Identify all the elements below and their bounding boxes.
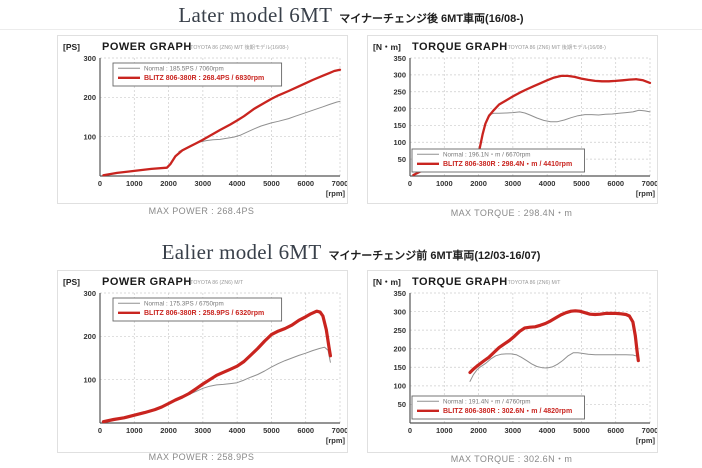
svg-text:5000: 5000 <box>263 179 280 188</box>
max-torque-caption-earlier: MAX TORQUE : 302.6N・m <box>450 454 573 464</box>
svg-text:200: 200 <box>83 332 96 341</box>
svg-text:3000: 3000 <box>195 179 212 188</box>
svg-text:7000: 7000 <box>642 179 657 188</box>
svg-text:7000: 7000 <box>332 426 347 435</box>
svg-text:150: 150 <box>393 363 406 372</box>
svg-text:0: 0 <box>408 179 412 188</box>
chart-canvas: 0 1000 2000 3000 4000 5000 6000 7000[rpm] 50 100 1… <box>373 276 658 445</box>
torque-graph-later-panel: 0 1000 2000 3000 4000 5000 6000 7000 [rpm] 50 100 1… <box>367 35 658 204</box>
svg-text:200: 200 <box>393 104 406 113</box>
svg-text:POWER GRAPH: POWER GRAPH <box>102 276 192 288</box>
svg-text:300: 300 <box>393 307 406 316</box>
svg-text:Normal : 175.3PS / 6750rpm: Normal : 175.3PS / 6750rpm <box>144 301 224 308</box>
svg-text:250: 250 <box>393 326 406 335</box>
svg-text:TOYOTA 86 (ZN6) M/T 後期モデル(16/0: TOYOTA 86 (ZN6) M/T 後期モデル(16/08-) <box>508 43 607 51</box>
svg-text:TOYOTA 86 (ZN6) M/T: TOYOTA 86 (ZN6) M/T <box>190 280 244 286</box>
svg-text:3000: 3000 <box>505 179 522 188</box>
svg-text:BLITZ 806-380R : 258.9PS / 632: BLITZ 806-380R : 258.9PS / 6320rpm <box>144 310 264 317</box>
svg-text:100: 100 <box>83 132 96 141</box>
section-title-later-en: Later model 6MT <box>178 3 333 27</box>
svg-text:0: 0 <box>98 179 102 188</box>
svg-text:0: 0 <box>408 426 412 435</box>
svg-text:[rpm]: [rpm] <box>326 436 346 445</box>
torque-graph-earlier-panel: 0 1000 2000 3000 4000 5000 6000 7000 [rpm] 50 100 1… <box>367 270 658 453</box>
svg-text:BLITZ 806-380R : 268.4PS / 683: BLITZ 806-380R : 268.4PS / 6830rpm <box>144 75 264 82</box>
svg-text:4000: 4000 <box>229 426 246 435</box>
svg-text:1000: 1000 <box>126 426 143 435</box>
svg-text:6000: 6000 <box>297 426 314 435</box>
chart-canvas: 0 1000 2000 3000 4000 5000 6000 7000[rpm] 50 100 1… <box>373 41 658 198</box>
section-title-later: Later model 6MT マイナーチェンジ後 6MT車両(16/08-) <box>0 3 702 28</box>
svg-text:2000: 2000 <box>160 179 177 188</box>
svg-text:5000: 5000 <box>573 426 590 435</box>
svg-text:[PS]: [PS] <box>63 42 80 52</box>
svg-text:Normal : 185.5PS / 7060rpm: Normal : 185.5PS / 7060rpm <box>144 66 224 73</box>
svg-text:[N・m]: [N・m] <box>373 42 401 52</box>
chart-canvas: 0 1000 2000 3000 4000 5000 6000 7000[rpm] 100 200… <box>63 41 348 198</box>
svg-text:TORQUE GRAPH: TORQUE GRAPH <box>412 276 508 288</box>
svg-text:1000: 1000 <box>126 179 143 188</box>
svg-text:1000: 1000 <box>436 426 453 435</box>
svg-text:5000: 5000 <box>573 179 590 188</box>
svg-text:POWER GRAPH: POWER GRAPH <box>102 41 192 53</box>
svg-text:[N・m]: [N・m] <box>373 277 401 287</box>
svg-text:BLITZ 806-380R : 302.6N・m / 48: BLITZ 806-380R : 302.6N・m / 4820rpm <box>443 408 572 415</box>
svg-text:TOYOTA 86 (ZN6) M/T 後期モデル(16/0: TOYOTA 86 (ZN6) M/T 後期モデル(16/08-) <box>190 43 289 51</box>
svg-text:3000: 3000 <box>195 426 212 435</box>
svg-text:4000: 4000 <box>229 179 246 188</box>
section-title-earlier-en: Ealier model 6MT <box>161 240 322 264</box>
svg-text:6000: 6000 <box>297 179 314 188</box>
svg-text:2000: 2000 <box>470 426 487 435</box>
svg-text:100: 100 <box>83 375 96 384</box>
svg-text:Normal : 196.1N・m / 6670rpm: Normal : 196.1N・m / 6670rpm <box>443 152 531 159</box>
max-power-caption-earlier: MAX POWER : 258.9PS <box>148 452 255 462</box>
svg-text:[PS]: [PS] <box>63 277 80 287</box>
svg-text:3000: 3000 <box>505 426 522 435</box>
chart-canvas: 0 1000 2000 3000 4000 5000 6000 7000[rpm] 100 200… <box>63 276 348 445</box>
section-title-earlier-jp: マイナーチェンジ前 6MT車両(12/03-16/07) <box>328 250 541 262</box>
svg-text:200: 200 <box>393 345 406 354</box>
svg-text:300: 300 <box>83 289 96 298</box>
svg-text:TOYOTA 86 (ZN6) M/T: TOYOTA 86 (ZN6) M/T <box>508 280 562 286</box>
svg-text:100: 100 <box>393 138 406 147</box>
power-graph-earlier-panel: 0 1000 2000 3000 4000 5000 6000 7000 [rpm] 100 200… <box>57 270 348 453</box>
svg-text:2000: 2000 <box>470 179 487 188</box>
svg-text:300: 300 <box>393 71 406 80</box>
svg-text:6000: 6000 <box>607 426 624 435</box>
max-power-caption-later: MAX POWER : 268.4PS <box>148 206 255 216</box>
section-title-earlier: Ealier model 6MT マイナーチェンジ前 6MT車両(12/03-16… <box>0 240 702 265</box>
divider-line <box>0 29 702 30</box>
max-torque-caption-later: MAX TORQUE : 298.4N・m <box>450 208 573 218</box>
svg-text:BLITZ 806-380R : 298.4N・m / 44: BLITZ 806-380R : 298.4N・m / 4410rpm <box>443 161 572 168</box>
svg-text:[rpm]: [rpm] <box>326 189 346 198</box>
svg-text:4000: 4000 <box>539 179 556 188</box>
svg-text:[rpm]: [rpm] <box>636 189 656 198</box>
svg-text:0: 0 <box>98 426 102 435</box>
svg-text:250: 250 <box>393 88 406 97</box>
svg-text:2000: 2000 <box>160 426 177 435</box>
svg-text:1000: 1000 <box>436 179 453 188</box>
svg-text:150: 150 <box>393 121 406 130</box>
power-graph-later-panel: 0 1000 2000 3000 4000 5000 6000 7000 [rpm] 100 200… <box>57 35 348 204</box>
svg-text:50: 50 <box>398 400 406 409</box>
svg-text:350: 350 <box>393 289 406 298</box>
svg-text:6000: 6000 <box>607 179 624 188</box>
svg-text:[rpm]: [rpm] <box>636 436 656 445</box>
section-title-later-jp: マイナーチェンジ後 6MT車両(16/08-) <box>339 13 524 25</box>
svg-text:7000: 7000 <box>642 426 657 435</box>
svg-text:350: 350 <box>393 54 406 63</box>
svg-text:Normal : 191.4N・m / 4760rpm: Normal : 191.4N・m / 4760rpm <box>443 399 531 406</box>
svg-text:TORQUE GRAPH: TORQUE GRAPH <box>412 41 508 53</box>
svg-text:50: 50 <box>398 155 406 164</box>
svg-text:300: 300 <box>83 54 96 63</box>
svg-text:4000: 4000 <box>539 426 556 435</box>
svg-text:7000: 7000 <box>332 179 347 188</box>
svg-text:100: 100 <box>393 382 406 391</box>
svg-text:200: 200 <box>83 93 96 102</box>
svg-text:5000: 5000 <box>263 426 280 435</box>
